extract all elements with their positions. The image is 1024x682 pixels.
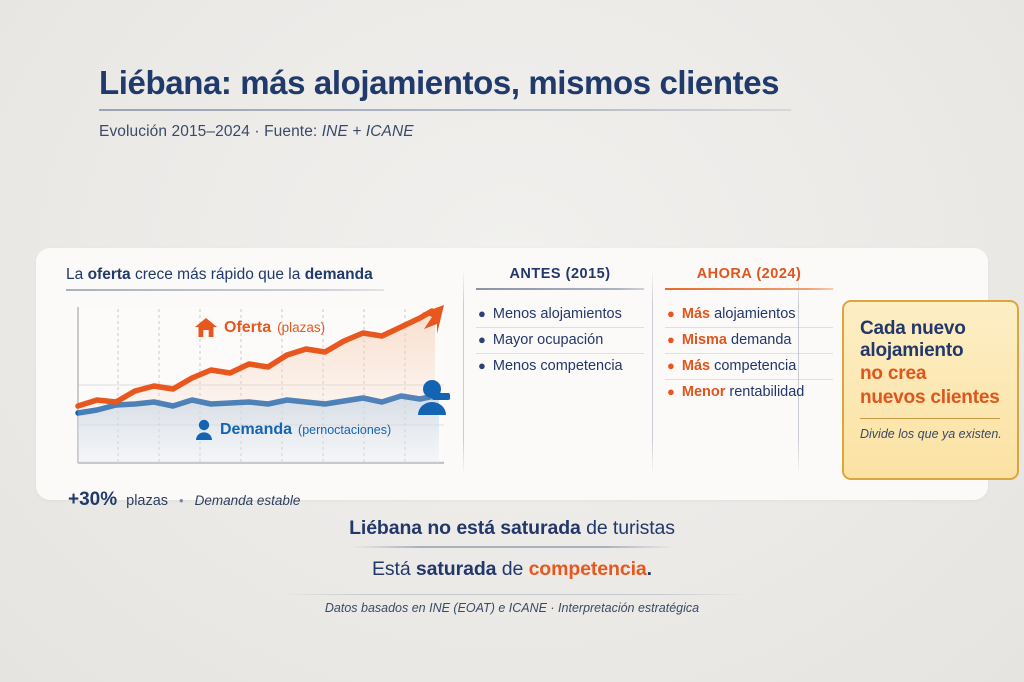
subtitle-source: INE + ICANE	[321, 123, 414, 141]
list-item-label: rentabilidad	[729, 384, 805, 400]
chart-heading-offer: oferta	[87, 266, 131, 283]
conclusion: Liébana no está saturada de turistas Est…	[0, 517, 1024, 581]
list-item-label: demanda	[731, 332, 792, 348]
footer-divider	[278, 594, 748, 595]
house-icon	[195, 318, 217, 337]
conclusion-2-highlight: competencia	[528, 557, 647, 580]
callout-note: Divide los que ya existen.	[860, 427, 1002, 442]
subtitle: Evolución 2015–2024 · Fuente: INE + ICAN…	[99, 123, 799, 141]
title-rest: más alojamientos, mismos clientes	[240, 64, 780, 101]
chart-svg	[75, 305, 450, 464]
list-item: ● Misma demanda	[665, 327, 833, 353]
legend-offer-unit: (plazas)	[277, 320, 326, 335]
bullet-icon: ●	[478, 358, 486, 373]
footnote-unit: plazas	[126, 493, 169, 509]
page-title: Liébana: más alojamientos, mismos client…	[99, 64, 799, 102]
bullet-icon: ●	[667, 332, 675, 347]
list-item-label: alojamientos	[714, 306, 796, 322]
conclusion-1-a: Liébana	[349, 517, 428, 539]
callout-line-3: no crea	[860, 363, 927, 385]
column-ahora-divider	[665, 288, 833, 290]
footnote-percent: +30%	[68, 489, 118, 510]
legend-demand-unit: (pernoctaciones)	[298, 422, 392, 437]
list-item: ● Menos competencia	[476, 353, 644, 379]
chart-block: La oferta crece más rápido que la demand…	[66, 266, 466, 475]
person-icon	[196, 419, 212, 440]
divider-ahora-callout	[798, 268, 799, 476]
legend-offer-label: Oferta	[224, 318, 272, 336]
main-panel: La oferta crece más rápido que la demand…	[36, 248, 1019, 500]
callout-box: Cada nuevo alojamiento no crea nuevos cl…	[842, 300, 1019, 480]
conclusion-line-2: Está saturada de competencia.	[0, 558, 1024, 581]
list-item-highlight: Más	[681, 358, 711, 374]
column-ahora-list: ● Más alojamientos ● Misma demanda ● Más…	[665, 302, 833, 405]
bullet-icon: ●	[667, 384, 675, 399]
callout-line-1: Cada nuevo	[860, 318, 966, 339]
list-item-label: competencia	[714, 358, 797, 374]
list-item-label: Menos alojamientos	[492, 306, 622, 322]
bullet-icon: ●	[667, 306, 675, 321]
divider-antes-ahora	[652, 268, 653, 476]
title-subject: Liébana:	[99, 64, 232, 101]
header: Liébana: más alojamientos, mismos client…	[99, 64, 799, 141]
column-ahora-title: AHORA (2024)	[696, 266, 802, 282]
list-item: ● Menos alojamientos	[476, 302, 644, 327]
conclusion-2-e: .	[646, 557, 652, 580]
divider-chart-antes	[463, 268, 464, 476]
legend-demand-label: Demanda	[220, 420, 293, 438]
footnote-separator: •	[179, 493, 184, 508]
column-antes-divider	[476, 288, 644, 290]
conclusion-2-a: Está	[371, 557, 416, 580]
column-antes: ANTES (2015) ● Menos alojamientos ● Mayo…	[476, 266, 644, 379]
offer-arrow-icon	[422, 305, 444, 334]
list-item-label: Mayor ocupación	[492, 332, 604, 348]
column-antes-title: ANTES (2015)	[509, 266, 611, 282]
line-chart: Oferta (plazas) Demanda (pernoctaciones)	[66, 303, 451, 475]
list-item-label: Menos competencia	[492, 358, 623, 374]
chart-heading: La oferta crece más rápido que la demand…	[66, 266, 466, 284]
legend-offer: Oferta (plazas)	[194, 317, 325, 338]
list-item-highlight: Más	[681, 306, 711, 322]
conclusion-2-b: saturada	[415, 557, 497, 580]
callout-line-4: nuevos clientes	[860, 386, 1000, 408]
conclusion-2-c: de	[496, 557, 529, 580]
footer-note: Datos basados en INE (EOAT) e ICANE · In…	[324, 601, 700, 615]
list-item: ● Menor rentabilidad	[665, 379, 833, 405]
offer-area	[78, 312, 435, 463]
demand-person-icon	[418, 380, 450, 415]
subtitle-period: Evolución 2015–2024 · Fuente:	[99, 123, 322, 141]
chart-heading-c: crece más rápido que la	[130, 266, 305, 283]
chart-heading-divider	[66, 289, 384, 291]
callout-divider	[860, 417, 1000, 420]
conclusion-divider	[349, 546, 675, 548]
bullet-icon: ●	[667, 358, 675, 373]
bullet-icon: ●	[478, 332, 486, 347]
conclusion-1-c: de turistas	[580, 517, 675, 539]
conclusion-1-b: no está saturada	[427, 517, 581, 539]
legend-demand: Demanda (pernoctaciones)	[194, 419, 391, 440]
offer-line	[75, 308, 435, 409]
bullet-icon: ●	[478, 306, 486, 321]
title-divider	[99, 109, 791, 112]
chart-footnote: +30% plazas • Demanda estable	[68, 489, 300, 511]
conclusion-line-1: Liébana no está saturada de turistas	[0, 517, 1024, 540]
list-item: ● Mayor ocupación	[476, 327, 644, 353]
list-item-highlight: Misma	[681, 332, 727, 348]
column-ahora: AHORA (2024) ● Más alojamientos ● Misma …	[665, 266, 833, 405]
list-item: ● Más alojamientos	[665, 302, 833, 327]
chart-heading-a: La	[66, 266, 88, 283]
column-antes-list: ● Menos alojamientos ● Mayor ocupación ●…	[476, 302, 644, 379]
chart-heading-demand: demanda	[304, 266, 373, 283]
list-item-highlight: Menor	[681, 384, 726, 400]
footnote-stable: Demanda estable	[194, 493, 301, 508]
callout-line-2: alojamiento	[860, 340, 964, 362]
list-item: ● Más competencia	[665, 353, 833, 379]
